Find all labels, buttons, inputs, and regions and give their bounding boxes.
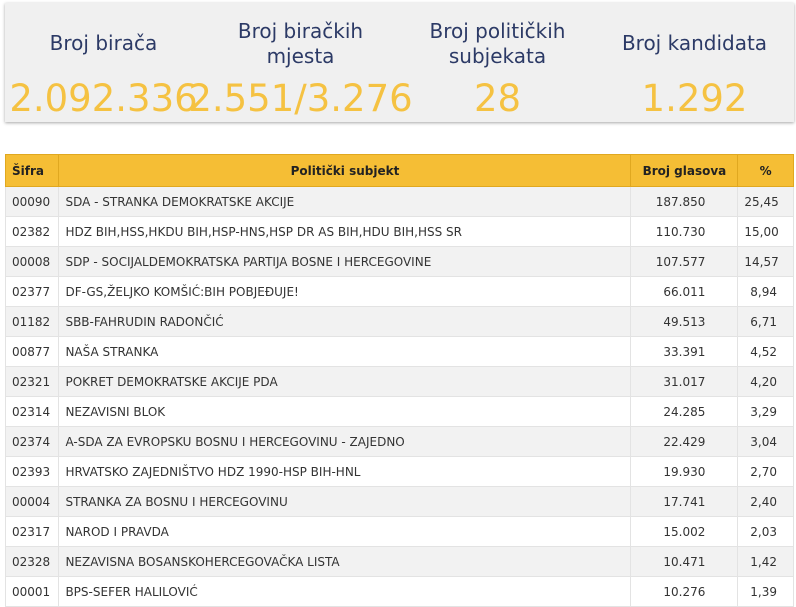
cell-party: SDA - STRANKA DEMOKRATSKE AKCIJE [58,186,632,217]
cell-votes: 31.017 [630,366,739,397]
stat-polling-stations: Broj biračkih mjesta 2.551/3.276 [188,3,412,122]
stat-parties-label-line2: subjekata [448,44,547,68]
stat-candidates-label: Broj kandidata [621,31,768,55]
table-row[interactable]: 02321 POKRET DEMOKRATSKE AKCIJE PDA 31.0… [4,366,794,397]
cell-code: 00001 [4,576,60,607]
cell-party: NAROD I PRAVDA [58,516,632,547]
table-row[interactable]: 02314 NEZAVISNI BLOK 24.285 3,29 [4,396,794,427]
cell-percent: 6,71 [737,306,794,337]
cell-code: 01182 [4,306,60,337]
cell-code: 02382 [4,216,60,247]
stat-voters: Broj birača 2.092.336 [5,3,202,122]
table-row[interactable]: 02374 A-SDA ZA EVROPSKU BOSNU I HERCEGOV… [4,426,794,457]
cell-party: NAŠA STRANKA [58,336,632,367]
stat-polling-stations-value: 2.551/3.276 [188,77,413,120]
cell-percent: 8,94 [737,276,794,307]
cell-code: 02328 [4,546,60,577]
cell-votes: 15.002 [630,516,739,547]
column-header-code[interactable]: Šifra [4,154,60,187]
table-row[interactable]: 02317 NAROD I PRAVDA 15.002 2,03 [4,516,794,547]
cell-votes: 17.741 [630,486,739,517]
cell-party: NEZAVISNI BLOK [58,396,632,427]
cell-votes: 187.850 [630,186,739,217]
cell-percent: 3,04 [737,426,794,457]
cell-percent: 2,40 [737,486,794,517]
stat-candidates-value: 1.292 [641,77,748,120]
cell-party: BPS-SEFER HALILOVIĆ [58,576,632,607]
cell-code: 00008 [4,246,60,277]
cell-percent: 2,70 [737,456,794,487]
table-row[interactable]: 01182 SBB-FAHRUDIN RADONČIĆ 49.513 6,71 [4,306,794,337]
cell-percent: 25,45 [737,186,794,217]
stat-parties-label: Broj političkih subjekata [399,19,596,69]
table-row[interactable]: 02328 NEZAVISNA BOSANSKOHERCEGOVAČKA LIS… [4,546,794,577]
cell-votes: 110.730 [630,216,739,247]
cell-code: 02321 [4,366,60,397]
cell-party: HRVATSKO ZAJEDNIŠTVO HDZ 1990-HSP BIH-HN… [58,456,632,487]
cell-votes: 49.513 [630,306,739,337]
stat-parties-label-line1: Broj političkih [429,19,566,43]
cell-votes: 33.391 [630,336,739,367]
cell-percent: 4,20 [737,366,794,397]
stat-polling-stations-label-line2: mjesta [266,44,335,68]
stats-panel: Broj birača 2.092.336 Broj biračkih mjes… [5,3,794,122]
cell-percent: 3,29 [737,396,794,427]
cell-party: HDZ BIH,HSS,HKDU BIH,HSP-HNS,HSP DR AS B… [58,216,632,247]
cell-code: 02317 [4,516,60,547]
cell-code: 00877 [4,336,60,367]
stat-voters-value: 2.092.336 [9,77,198,120]
cell-votes: 24.285 [630,396,739,427]
cell-votes: 66.011 [630,276,739,307]
cell-code: 02393 [4,456,60,487]
cell-party: A-SDA ZA EVROPSKU BOSNU I HERCEGOVINU - … [58,426,632,457]
column-header-votes[interactable]: Broj glasova [630,154,739,187]
table-row[interactable]: 02382 HDZ BIH,HSS,HKDU BIH,HSP-HNS,HSP D… [4,216,794,247]
cell-party: SBB-FAHRUDIN RADONČIĆ [58,306,632,337]
stat-candidates: Broj kandidata 1.292 [596,3,793,122]
table-row[interactable]: 02393 HRVATSKO ZAJEDNIŠTVO HDZ 1990-HSP … [4,456,794,487]
cell-party: SDP - SOCIJALDEMOKRATSKA PARTIJA BOSNE I… [58,246,632,277]
stat-voters-label: Broj birača [49,31,158,55]
cell-percent: 15,00 [737,216,794,247]
cell-percent: 1,39 [737,576,794,607]
table-row[interactable]: 00090 SDA - STRANKA DEMOKRATSKE AKCIJE 1… [4,186,794,217]
cell-votes: 22.429 [630,426,739,457]
cell-code: 02377 [4,276,60,307]
table-row[interactable]: 02377 DF-GS,ŽELJKO KOMŠIĆ:BIH POBJEĐUJE!… [4,276,794,307]
stat-polling-stations-label: Broj biračkih mjesta [202,19,399,69]
cell-votes: 19.930 [630,456,739,487]
table-row[interactable]: 00008 SDP - SOCIJALDEMOKRATSKA PARTIJA B… [4,246,794,277]
cell-party: NEZAVISNA BOSANSKOHERCEGOVAČKA LISTA [58,546,632,577]
cell-party: STRANKA ZA BOSNU I HERCEGOVINU [58,486,632,517]
cell-percent: 4,52 [737,336,794,367]
table-row[interactable]: 00001 BPS-SEFER HALILOVIĆ 10.276 1,39 [4,576,794,607]
stat-parties: Broj političkih subjekata 28 [399,3,596,122]
cell-votes: 107.577 [630,246,739,277]
cell-code: 02314 [4,396,60,427]
cell-code: 00090 [4,186,60,217]
cell-percent: 2,03 [737,516,794,547]
cell-code: 02374 [4,426,60,457]
table-row[interactable]: 00004 STRANKA ZA BOSNU I HERCEGOVINU 17.… [4,486,794,517]
stat-parties-value: 28 [473,77,522,120]
column-header-party[interactable]: Politički subjekt [58,154,632,187]
cell-votes: 10.276 [630,576,739,607]
cell-votes: 10.471 [630,546,739,577]
table-row[interactable]: 00877 NAŠA STRANKA 33.391 4,52 [4,336,794,367]
results-table: Šifra Politički subjekt Broj glasova % 0… [4,154,794,607]
column-header-percent[interactable]: % [737,154,794,187]
stat-polling-stations-label-line1: Broj biračkih [237,19,364,43]
table-header-row: Šifra Politički subjekt Broj glasova % [4,154,794,187]
cell-code: 00004 [4,486,60,517]
cell-party: POKRET DEMOKRATSKE AKCIJE PDA [58,366,632,397]
cell-percent: 1,42 [737,546,794,577]
cell-percent: 14,57 [737,246,794,277]
cell-party: DF-GS,ŽELJKO KOMŠIĆ:BIH POBJEĐUJE! [58,276,632,307]
